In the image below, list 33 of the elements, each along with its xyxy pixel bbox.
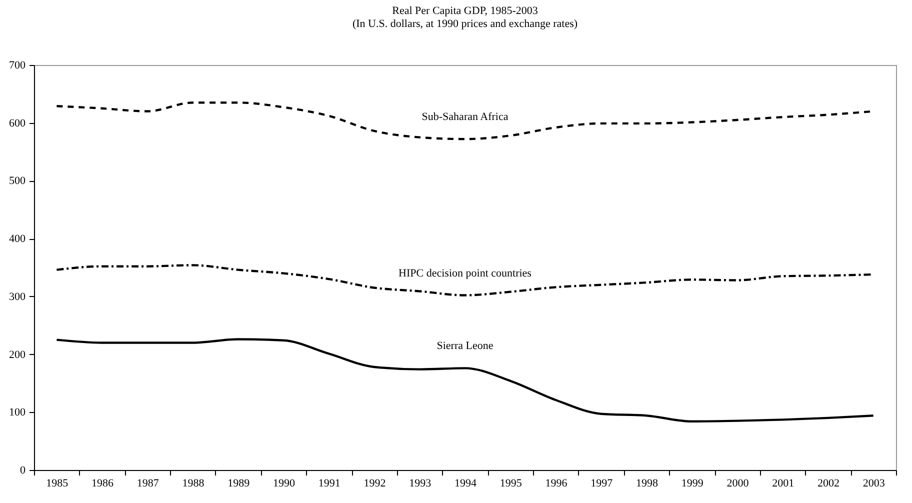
x-tick-label: 1995 (500, 478, 522, 490)
y-tick-label: 100 (9, 406, 26, 419)
x-tick-label: 1986 (92, 478, 114, 490)
y-tick-label: 400 (9, 233, 26, 246)
x-tick-label: 1991 (318, 478, 340, 490)
y-tick-label: 500 (9, 175, 26, 188)
x-tick-label: 1993 (409, 478, 432, 490)
x-tick-label: 1987 (136, 478, 160, 490)
x-tick-label: 1992 (364, 478, 386, 490)
chart-title: Real Per Capita GDP, 1985-2003 (392, 5, 538, 17)
line-series (56, 338, 874, 422)
y-tick-label: 200 (9, 348, 26, 361)
y-tick-label: 300 (9, 290, 26, 303)
x-tick-label: 1996 (545, 478, 568, 490)
x-tick-label: 1988 (182, 478, 205, 490)
x-tick-label: 2003 (862, 478, 886, 490)
series-label: HIPC decision point countries (398, 267, 532, 280)
x-tick-label: 1997 (590, 478, 614, 490)
y-tick-label: 600 (9, 117, 26, 130)
x-tick-label: 1990 (273, 478, 296, 490)
series-label: Sub-Saharan Africa (422, 111, 508, 124)
chart-subtitle: (In U.S. dollars, at 1990 prices and exchange rates) (352, 18, 578, 30)
x-tick-label: 2002 (817, 478, 840, 490)
x-tick-label: 1989 (228, 478, 250, 490)
x-tick-label: 1999 (681, 478, 704, 490)
x-tick-label: 2000 (726, 478, 750, 490)
series-label: Sierra Leone (436, 340, 494, 352)
x-tick-label: 1994 (454, 478, 477, 490)
x-tick-label: 1998 (636, 478, 658, 490)
y-tick-label: 0 (20, 464, 26, 476)
x-tick-label: 2001 (772, 478, 794, 490)
y-tick-label: 700 (9, 60, 26, 72)
x-tick-label: 1985 (46, 478, 69, 490)
